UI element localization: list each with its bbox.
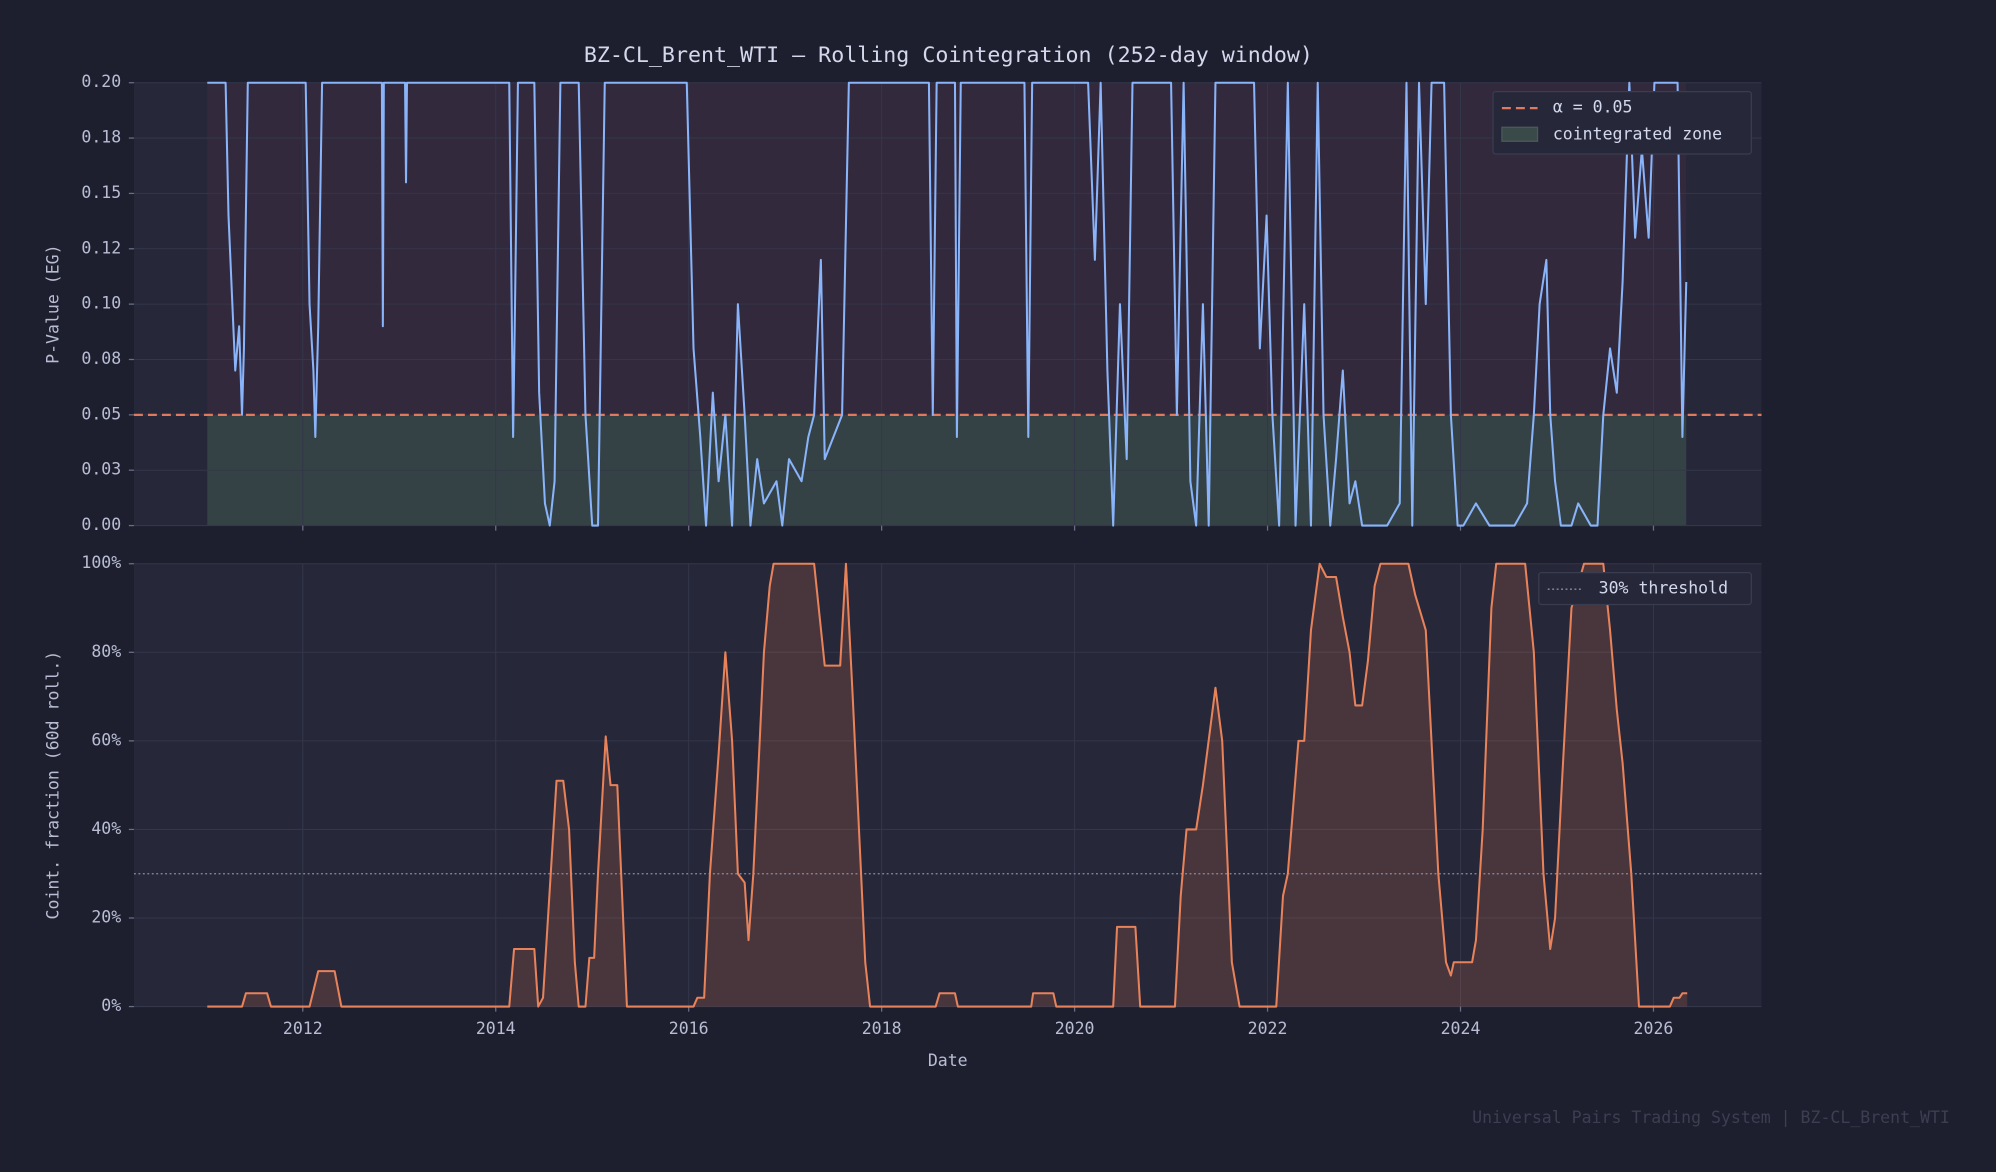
legend-label: cointegrated zone (1553, 124, 1722, 143)
y-tick-label: 0.05 (81, 404, 121, 423)
legend-box (1538, 572, 1752, 606)
x-tick-label: 2012 (283, 1019, 323, 1038)
data-line (207, 81, 1688, 527)
y-tick-label: 0.03 (81, 460, 121, 479)
x-tick-label: 2024 (1441, 1019, 1481, 1038)
x-tick-label: 2018 (862, 1019, 902, 1038)
x-tick-label: 2016 (669, 1019, 709, 1038)
footer: Universal Pairs Trading System | BZ-CL_B… (1472, 1108, 1950, 1127)
y-tick-label: 60% (91, 730, 121, 749)
y-tick-label: 20% (91, 908, 121, 927)
x-tick-label: 2022 (1248, 1019, 1288, 1038)
y-tick-label: 0.20 (81, 72, 121, 91)
y-tick-label: 0.00 (81, 515, 121, 534)
chart-title: BZ-CL_Brent_WTI — Rolling Cointegration … (584, 43, 1313, 68)
y-tick-label: 40% (91, 819, 121, 838)
y-tick-label: 80% (91, 642, 121, 661)
legend-swatch (1501, 126, 1539, 142)
legend-label: 30% threshold (1599, 579, 1728, 598)
y-tick-label: 0.08 (81, 349, 121, 368)
data-line (207, 562, 1688, 1008)
area-fill (207, 563, 1688, 1007)
x-axis-label: Date (928, 1051, 968, 1070)
y-tick-label: 100% (81, 553, 121, 572)
y-axis-label: P-Value (EG) (43, 244, 62, 363)
x-tick-label: 2020 (1055, 1019, 1095, 1038)
y-tick-label: 0.15 (81, 183, 121, 202)
y-tick-label: 0.18 (81, 128, 121, 147)
y-tick-label: 0% (101, 996, 121, 1015)
legend-label: α = 0.05 (1553, 98, 1633, 117)
x-tick-label: 2014 (476, 1019, 516, 1038)
y-tick-label: 0.10 (81, 294, 121, 313)
y-tick-label: 0.12 (81, 238, 121, 257)
legend-box (1492, 90, 1752, 155)
x-tick-label: 2026 (1634, 1019, 1674, 1038)
y-axis-label: Coint. fraction (60d roll.) (43, 651, 62, 920)
